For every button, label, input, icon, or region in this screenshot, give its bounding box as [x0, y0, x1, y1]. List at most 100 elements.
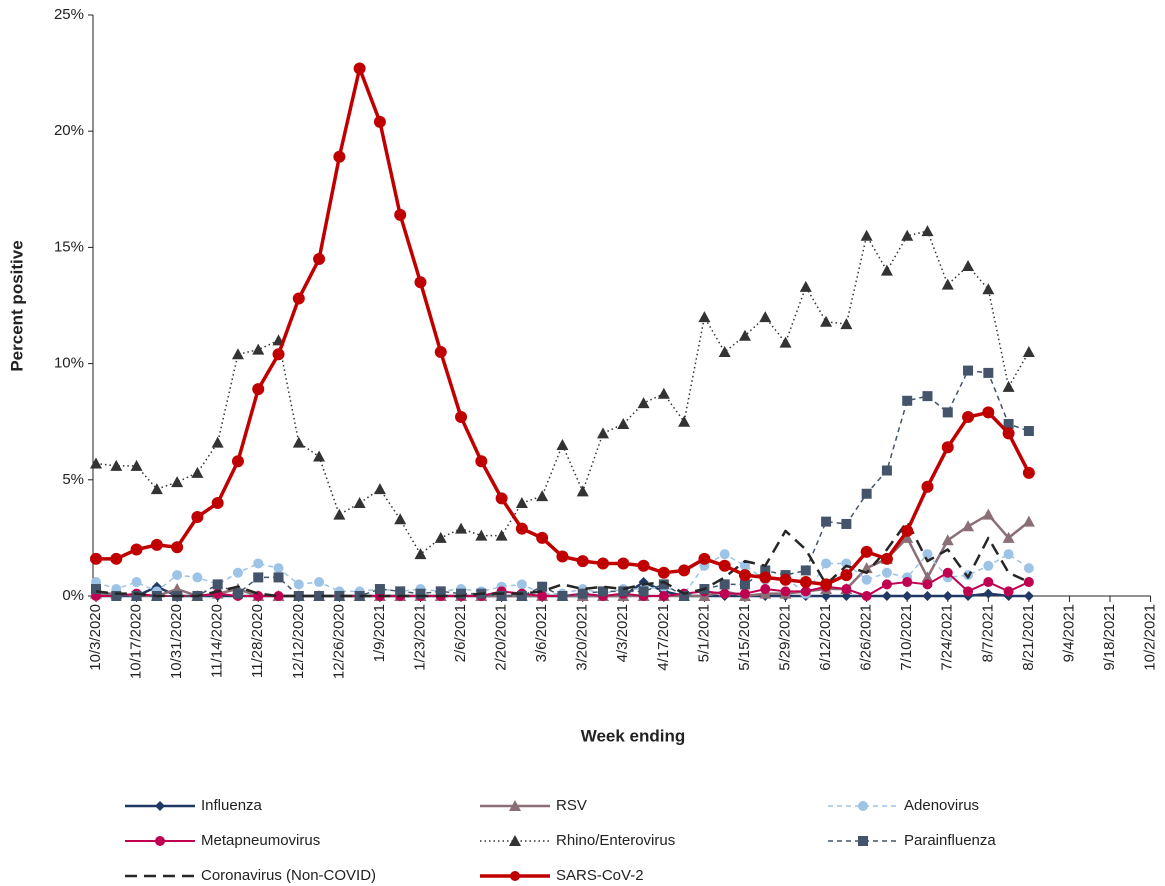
data-point — [821, 516, 832, 527]
data-point — [172, 570, 183, 581]
data-point — [537, 591, 548, 601]
data-point — [1022, 515, 1035, 527]
data-point — [880, 264, 893, 276]
data-point — [515, 497, 528, 509]
data-point — [475, 529, 488, 541]
legend-item: RSV — [480, 797, 587, 814]
x-tick-label: 6/26/2021 — [858, 604, 875, 671]
data-point — [597, 557, 609, 570]
data-point — [1002, 427, 1015, 440]
data-point — [373, 115, 386, 128]
x-tick-label: 10/17/2020 — [128, 604, 145, 679]
data-point — [962, 259, 975, 271]
data-point — [414, 548, 427, 560]
y-tick-label: 10% — [54, 355, 84, 372]
data-point — [231, 348, 244, 360]
data-point — [942, 591, 953, 601]
data-point — [110, 552, 123, 565]
x-tick-label: 10/31/2020 — [168, 604, 185, 679]
data-point — [516, 579, 527, 590]
legend-marker — [509, 800, 521, 811]
data-point — [719, 579, 730, 590]
data-point — [698, 311, 711, 323]
data-point — [576, 485, 589, 497]
data-point — [861, 488, 872, 499]
data-point — [678, 564, 691, 577]
data-point — [820, 578, 833, 591]
data-point — [983, 577, 994, 588]
data-point — [150, 538, 163, 551]
x-tick-label: 6/12/2021 — [817, 604, 834, 671]
data-point — [191, 466, 204, 478]
data-point — [111, 591, 122, 601]
x-tick-label: 10/3/2020 — [87, 604, 104, 671]
data-point — [435, 586, 446, 597]
data-point — [983, 560, 994, 571]
data-point — [963, 365, 974, 376]
data-point — [941, 534, 954, 546]
data-point — [292, 436, 305, 448]
data-point — [313, 450, 326, 462]
data-point — [780, 586, 791, 597]
legend-label: RSV — [556, 797, 587, 814]
data-point — [1023, 425, 1034, 436]
x-tick-label: 11/28/2020 — [249, 604, 266, 678]
data-point — [252, 343, 265, 355]
data-point — [252, 383, 265, 396]
legend-label: Rhino/Enterovirus — [556, 832, 675, 849]
data-point — [922, 391, 933, 402]
data-point — [760, 565, 771, 576]
data-point — [495, 492, 508, 505]
series — [91, 365, 1034, 601]
x-tick-label: 1/9/2021 — [371, 604, 388, 662]
data-point — [962, 520, 975, 532]
x-tick-label: 4/17/2021 — [655, 604, 672, 671]
data-point — [515, 522, 528, 535]
data-point — [739, 588, 750, 599]
data-point — [353, 62, 366, 75]
data-point — [738, 329, 751, 341]
data-point — [902, 395, 913, 406]
data-point — [253, 558, 264, 569]
data-point — [779, 573, 792, 586]
data-point — [1022, 466, 1035, 479]
data-point — [657, 566, 670, 579]
y-tick-label: 0% — [62, 587, 84, 604]
data-point — [739, 579, 750, 590]
data-point — [191, 510, 204, 523]
legend-item: Rhino/Enterovirus — [480, 832, 675, 849]
data-point — [232, 588, 243, 599]
x-tick-label: 9/4/2021 — [1060, 604, 1077, 662]
data-point — [880, 552, 893, 565]
data-point — [800, 565, 811, 576]
data-point — [1003, 419, 1014, 430]
x-tick-label: 7/24/2021 — [939, 604, 956, 671]
data-point — [799, 576, 812, 589]
data-point — [130, 543, 143, 556]
legend-label: Metapneumovirus — [201, 832, 320, 849]
data-point — [90, 552, 102, 565]
x-tick-label: 2/6/2021 — [452, 604, 469, 662]
data-point — [1023, 591, 1034, 601]
y-axis-title: Percent positive — [7, 240, 26, 371]
legend-label: Coronavirus (Non-COVID) — [201, 867, 376, 884]
data-point — [516, 591, 527, 601]
y-tick-label: 20% — [54, 122, 84, 139]
data-point — [537, 581, 548, 592]
data-point — [800, 586, 811, 597]
data-point — [921, 571, 934, 583]
data-point — [293, 579, 304, 590]
data-point — [821, 558, 832, 569]
data-point — [698, 552, 711, 565]
legend-item: Parainfluenza — [828, 832, 996, 849]
data-point — [637, 559, 650, 572]
legend-label: Parainfluenza — [904, 832, 996, 849]
data-point — [983, 367, 994, 378]
data-point — [273, 572, 284, 583]
legend-label: Adenovirus — [904, 797, 979, 814]
data-point — [657, 387, 670, 399]
data-point — [1003, 586, 1014, 597]
series-line — [95, 520, 1030, 598]
data-point — [394, 513, 407, 525]
data-point — [881, 465, 892, 476]
